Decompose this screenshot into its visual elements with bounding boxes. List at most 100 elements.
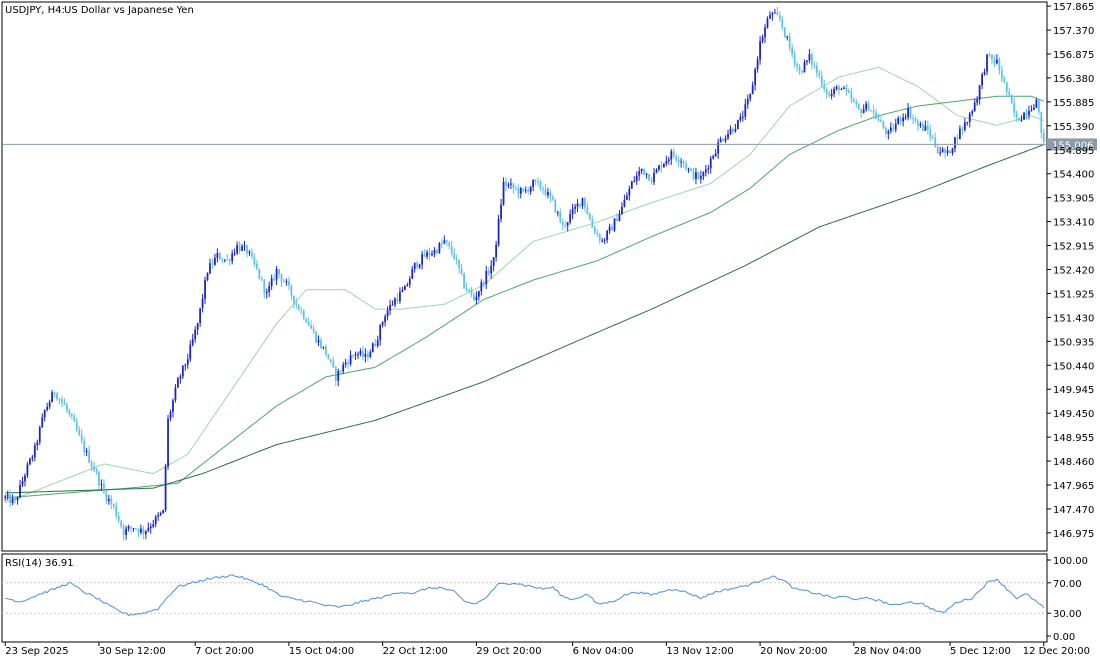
candle-body (184, 364, 187, 366)
candle-body (608, 226, 611, 231)
candle-body (1018, 117, 1020, 121)
candle-body (255, 263, 258, 269)
candle-body (406, 284, 409, 286)
candle-body (1000, 70, 1003, 79)
candle-body (332, 361, 335, 368)
candle-body (107, 498, 110, 501)
rsi-y-axis: 100.00 70.00 30.00 0.00 (1047, 556, 1088, 643)
candle-body (359, 351, 362, 355)
candle-body (137, 528, 140, 533)
candle-body (991, 54, 993, 60)
candle-body (357, 354, 359, 356)
candle-body (606, 230, 609, 240)
candle-body (492, 257, 495, 266)
candle-body (986, 54, 988, 72)
candle-body (616, 218, 618, 222)
candle-body (21, 481, 24, 485)
candle-body (500, 204, 502, 219)
candle-body (426, 252, 428, 257)
candle-body (603, 239, 606, 241)
candle-body (825, 89, 828, 95)
candle-body (352, 355, 354, 357)
candle-body (223, 259, 226, 261)
candle-body (981, 74, 983, 86)
y-tick-label: 156.875 (1053, 50, 1094, 61)
candle-body (645, 173, 648, 175)
candle-body (418, 264, 421, 268)
candle-body (209, 263, 211, 274)
candle-body (786, 36, 789, 38)
candle-body (759, 41, 761, 60)
candle-body (283, 281, 285, 283)
candle-body (783, 27, 786, 37)
candle-body (268, 286, 271, 292)
candle-body (389, 305, 391, 311)
candle-body (248, 252, 251, 254)
candle-body (773, 12, 776, 14)
candle-body (327, 354, 330, 360)
candle-body (312, 328, 315, 332)
candle-body (396, 298, 399, 302)
candle-body (586, 207, 589, 215)
candle-body (544, 189, 547, 196)
candle-body (722, 138, 724, 141)
candle-body (936, 146, 939, 154)
candle-body (468, 289, 470, 291)
x-tick-label: 7 Oct 20:00 (195, 646, 254, 657)
candle-body (431, 253, 433, 256)
candle-body (470, 290, 473, 295)
candle-body (675, 156, 678, 160)
candle-body (934, 138, 937, 147)
candle-body (1015, 112, 1018, 118)
candle-body (956, 137, 959, 140)
candle-body (749, 93, 752, 99)
candle-body (534, 179, 537, 182)
candle-body (761, 37, 764, 42)
y-tick-label: 155.390 (1053, 122, 1094, 133)
candle-body (9, 494, 12, 504)
candle-body (302, 310, 305, 319)
candle-body (438, 243, 441, 253)
candle-body (976, 99, 979, 103)
candle-body (132, 528, 135, 530)
candle-body (966, 122, 969, 124)
candle-body (241, 246, 243, 251)
y-tick-label: 147.965 (1053, 481, 1094, 492)
candle-body (238, 245, 241, 251)
candle-body (179, 376, 182, 379)
candle-body (428, 252, 431, 256)
candle-body (514, 188, 517, 190)
candle-body (144, 530, 147, 535)
candle-body (547, 192, 549, 196)
candle-body (556, 212, 559, 214)
candle-body (734, 129, 737, 132)
candle-body (510, 183, 512, 185)
candle-body (549, 192, 552, 197)
candle-body (253, 256, 256, 264)
candle-body (524, 189, 527, 191)
candle-body (495, 244, 498, 258)
candle-body (746, 98, 749, 105)
candle-body (122, 526, 125, 535)
y-tick-label: 152.420 (1053, 265, 1094, 276)
candle-body (6, 494, 9, 497)
candle-body (840, 88, 843, 91)
candle-body (29, 458, 31, 465)
candle-body (24, 475, 26, 482)
candle-body (127, 526, 130, 529)
candle-body (140, 528, 142, 533)
candle-body (258, 268, 261, 279)
candle-body (51, 392, 54, 403)
candle-body (16, 497, 19, 501)
candle-body (875, 112, 877, 119)
candle-body (70, 414, 73, 417)
candle-body (892, 127, 895, 130)
candle-body (206, 273, 209, 280)
candle-body (490, 265, 493, 274)
candle-body (320, 340, 322, 348)
candle-body (857, 104, 860, 110)
candle-body (529, 186, 532, 192)
candle-body (537, 181, 539, 183)
candle-body (847, 90, 850, 93)
candle-body (169, 412, 172, 419)
